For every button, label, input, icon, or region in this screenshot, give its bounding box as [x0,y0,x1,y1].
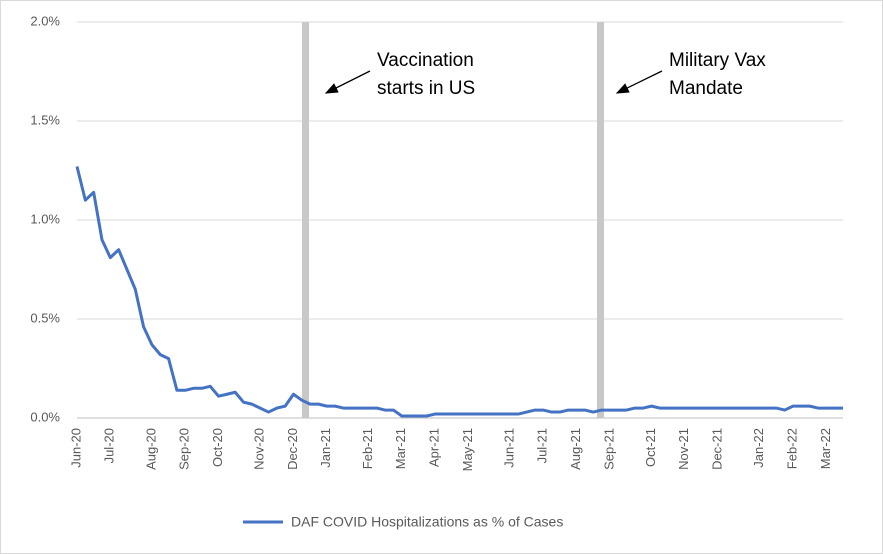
x-tick-label: Jan-21 [318,428,333,468]
y-tick-label: 1.0% [30,211,60,226]
annotation: starts in US [377,78,475,99]
annotation-arrow [324,70,371,94]
x-tick-label: Aug-21 [568,428,583,470]
x-tick-label: May-21 [460,428,475,471]
x-tick-label: Feb-22 [784,428,799,469]
x-tick-label: Dec-20 [285,428,300,470]
annotation: Vaccination [377,50,474,71]
x-tick-label: Jun-20 [68,428,83,468]
x-tick-label: Aug-20 [143,428,158,470]
annotation: Military Vax [669,50,766,71]
x-tick-label: Feb-21 [360,428,375,469]
x-tick-label: Nov-20 [252,428,267,470]
x-tick-label: Oct-20 [210,428,225,467]
y-tick-label: 1.5% [30,112,60,127]
x-tick-label: Sep-21 [601,428,616,470]
x-tick-label: Sep-20 [177,428,192,470]
annotation: Mandate [669,78,743,99]
event-bar [302,22,309,418]
y-tick-label: 0.5% [30,310,60,325]
x-tick-label: Nov-21 [676,428,691,470]
x-tick-label: Oct-21 [643,428,658,467]
x-tick-label: Jul-20 [102,428,117,463]
y-tick-label: 2.0% [30,13,60,28]
x-tick-label: Jun-21 [501,428,516,468]
x-tick-label: Dec-21 [710,428,725,470]
legend-label: DAF COVID Hospitalizations as % of Cases [291,514,563,530]
x-tick-label: Mar-21 [393,428,408,469]
y-tick-label: 0.0% [30,409,60,424]
x-tick-label: Apr-21 [426,428,441,467]
x-tick-label: Jan-22 [751,428,766,468]
data-line [75,166,843,418]
x-tick-label: Jul-21 [535,428,550,463]
x-tick-label: Mar-22 [818,428,833,469]
event-bar [597,22,604,418]
annotation-arrow [615,70,663,94]
